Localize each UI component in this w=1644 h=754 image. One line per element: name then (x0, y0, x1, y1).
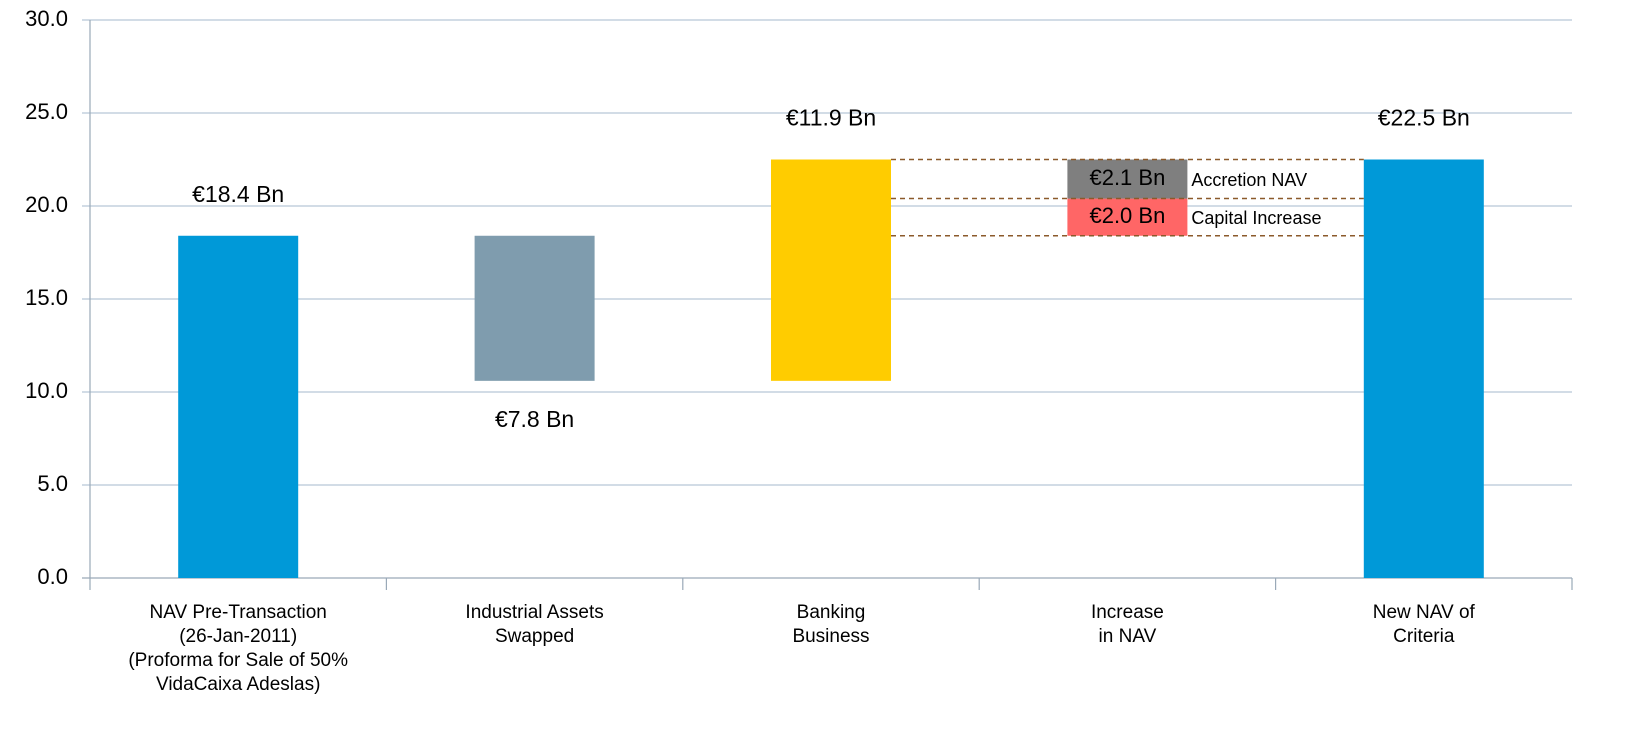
x-tick-label: Criteria (1393, 626, 1455, 647)
bar (1067, 159, 1188, 199)
x-tick-label: Banking (797, 602, 866, 623)
bar (1363, 159, 1484, 578)
segment-label: Accretion NAV (1191, 170, 1307, 190)
x-tick-label: New NAV of (1373, 602, 1476, 623)
value-label: €22.5 Bn (1378, 105, 1470, 131)
segment-label: Capital Increase (1191, 208, 1321, 228)
y-tick-label: 20.0 (25, 192, 68, 217)
value-label: €7.8 Bn (495, 406, 574, 432)
x-tick-label: in NAV (1099, 626, 1157, 647)
bar (474, 235, 595, 381)
x-tick-label: Industrial Assets (465, 602, 603, 623)
bar (178, 235, 299, 578)
y-tick-label: 25.0 (25, 99, 68, 124)
y-tick-label: 10.0 (25, 378, 68, 403)
value-label: €18.4 Bn (192, 181, 284, 207)
x-tick-label: NAV Pre-Transaction (149, 602, 326, 623)
y-tick-label: 0.0 (37, 564, 68, 589)
bar (771, 159, 891, 381)
x-tick-label: Swapped (495, 626, 574, 647)
x-tick-label: (26-Jan-2011) (179, 626, 297, 647)
y-tick-label: 5.0 (37, 471, 68, 496)
y-tick-label: 15.0 (25, 285, 68, 310)
bar (1067, 198, 1188, 236)
value-label: €2.0 Bn (1089, 203, 1165, 228)
value-label: €2.1 Bn (1089, 165, 1165, 190)
x-tick-label: Business (792, 626, 869, 647)
y-tick-label: 30.0 (25, 6, 68, 31)
value-label: €11.9 Bn (786, 105, 876, 131)
x-tick-label: VidaCaixa Adeslas) (156, 674, 320, 695)
x-tick-label: (Proforma for Sale of 50% (128, 650, 348, 671)
x-tick-label: Increase (1091, 602, 1164, 623)
